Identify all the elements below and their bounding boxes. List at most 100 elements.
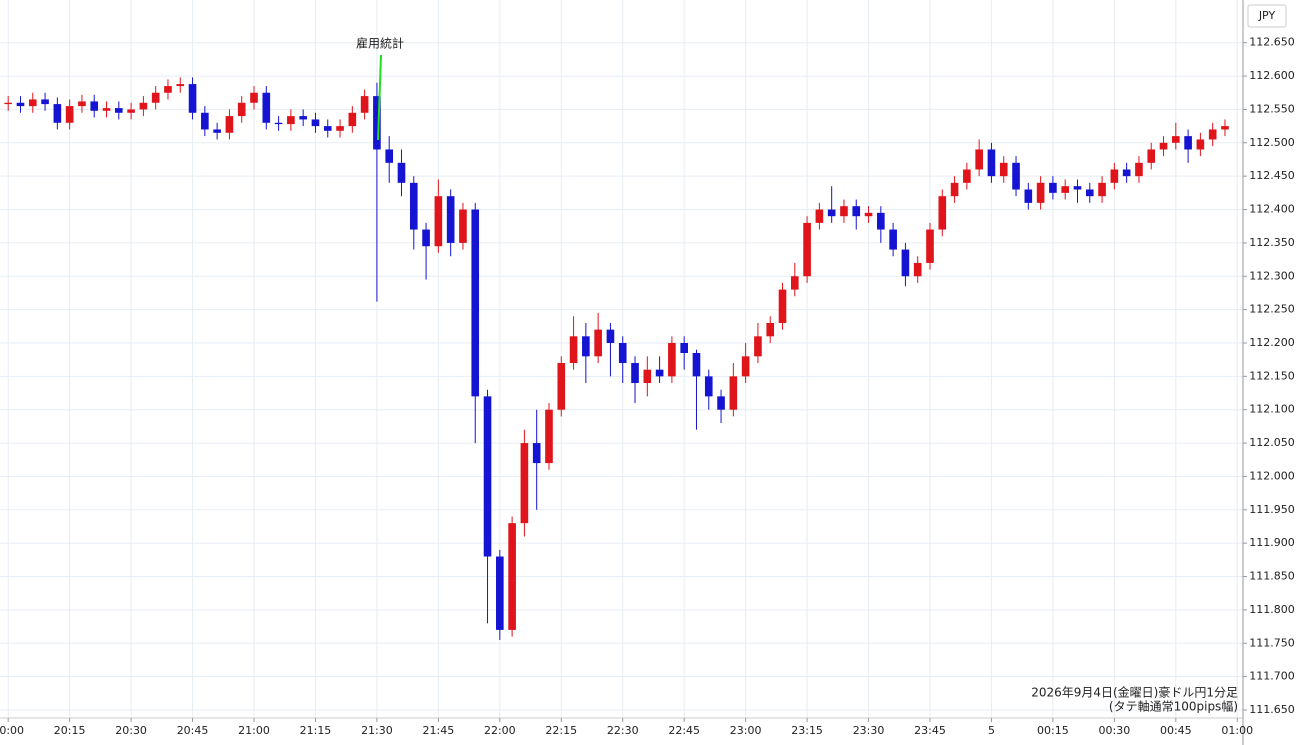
y-tick-label: 111.800 [1249,603,1295,616]
candles [4,77,1229,640]
candle-body [1221,126,1229,130]
candle-body [926,229,934,263]
x-tick-label: 21:00 [238,724,270,737]
candle-body [397,162,406,183]
candle-body [520,443,529,524]
candle-body [176,84,185,87]
candle-body [471,209,480,397]
candle-body [631,363,639,384]
candle-body [373,96,381,150]
candle-body [803,222,811,277]
annotation: 雇用統計 [356,36,404,51]
candle-body [1208,129,1217,140]
candle-body [545,409,553,464]
candle-body [1061,186,1070,193]
y-tick-label: 112.000 [1249,469,1295,482]
candle-body [1012,162,1020,190]
x-tick-label: 21:15 [300,724,332,737]
candle-body [360,96,369,113]
candle-body [557,363,566,410]
candle-body [963,169,971,183]
candle-body [213,129,221,133]
candle-body [655,369,664,377]
candle-body [717,396,725,410]
candle-body [975,149,983,170]
x-tick-label: 23:00 [730,724,762,737]
candle-body [569,336,578,364]
candle-body [889,229,897,250]
candle-body [1049,182,1057,193]
candle-body [618,342,627,364]
candle-body [1036,182,1045,203]
x-tick-label: 20:15 [54,724,86,737]
candle-body [741,356,750,377]
candle-body [901,249,910,277]
x-tick-label: 20:30 [115,724,147,737]
x-tick-label: 22:30 [607,724,639,737]
candle-body [840,206,848,217]
x-tick-label: 00:45 [1160,724,1192,737]
candle-body [532,443,541,464]
candle-body [594,329,602,357]
y-tick-label: 112.550 [1249,102,1295,115]
x-tick-label: 20:45 [177,724,209,737]
x-tick-label: 21:30 [361,724,393,737]
x-tick-label: 23:45 [914,724,946,737]
grid [0,0,1243,718]
candle-body [16,102,25,107]
x-tick-label: 01:00 [1221,724,1253,737]
labels: 111.650 111.700 111.750 111.800 111.850 111.9… [0,36,1295,737]
candle-body [1159,142,1168,150]
currency-label: JPY [1258,9,1276,22]
y-tick-label: 112.500 [1249,136,1295,149]
candle-body [999,162,1008,177]
candle-body [274,122,283,125]
candle-body [987,149,996,177]
annotation-line [377,54,382,141]
candle-body [1085,189,1094,197]
y-tick-label: 111.950 [1249,503,1295,516]
x-tick-label: 23:15 [791,724,823,737]
candle-body [434,196,443,247]
candle-body [852,206,861,217]
x-tick-label: 22:00 [484,724,516,737]
y-tick-label: 111.850 [1249,570,1295,583]
x-tick-label: 21:45 [423,724,455,737]
candle-body [704,376,713,397]
candle-body [680,342,688,353]
candle-body [496,556,504,630]
candle-body [446,196,455,243]
candle-body [90,101,99,111]
y-tick-label: 112.650 [1249,36,1295,49]
candle-body [582,336,590,357]
candle-body [1184,136,1192,150]
y-tick-label: 111.750 [1249,636,1295,649]
candle-body [1122,169,1131,177]
y-tick-label: 112.450 [1249,169,1295,182]
candle-body [1024,189,1033,203]
y-tick-label: 112.150 [1249,369,1295,382]
candle-body [754,336,762,357]
candle-body [65,106,74,123]
candle-body [348,112,357,127]
candle-body [815,209,824,223]
candle-body [299,116,307,120]
x-tick-label: 22:15 [545,724,577,737]
candle-body [164,86,172,93]
y-tick-label: 112.050 [1249,436,1295,449]
candle-body [41,99,49,105]
y-tick-label: 112.400 [1249,203,1295,216]
candle-body [28,99,37,107]
candle-body [1135,162,1143,177]
candle-body [766,322,775,337]
candle-body [643,369,652,384]
candle-body [188,84,197,113]
x-tick-label: 22:45 [668,724,700,737]
candle-body [827,209,836,217]
candle-body [409,182,418,230]
candle-body [115,108,123,113]
y-tick-label: 111.650 [1249,703,1295,716]
candle-body [139,102,148,110]
x-tick-label: 00:15 [1037,724,1069,737]
